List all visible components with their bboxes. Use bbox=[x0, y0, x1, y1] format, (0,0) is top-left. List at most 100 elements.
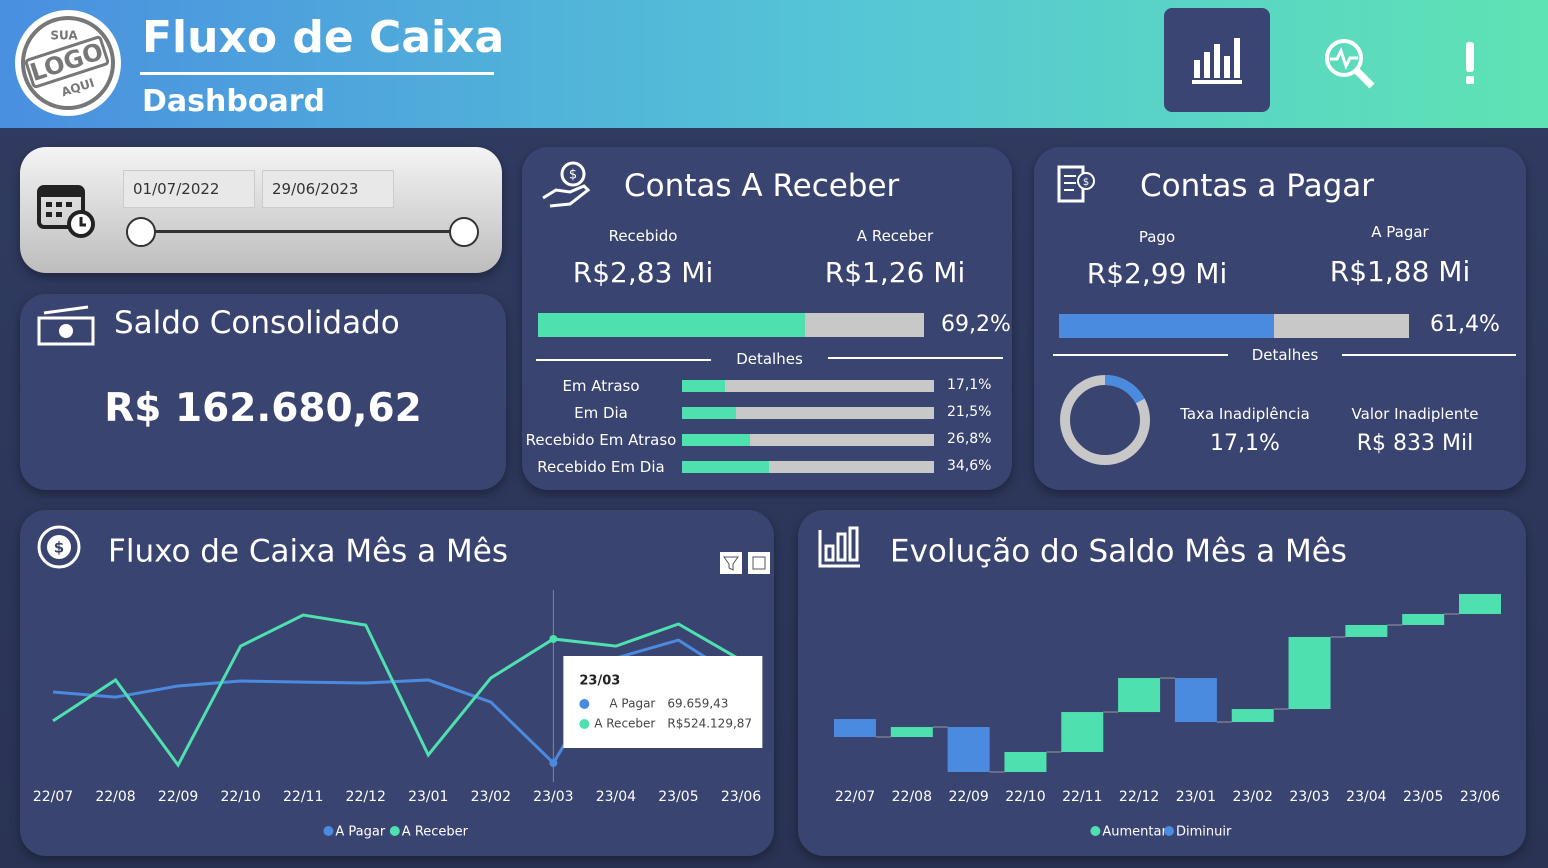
x-tick-label: 23/04 bbox=[1346, 789, 1386, 805]
x-tick-label: 22/11 bbox=[283, 789, 323, 805]
divider bbox=[536, 359, 711, 361]
progress-label: 61,4% bbox=[1430, 312, 1500, 337]
calendar-icon bbox=[37, 185, 95, 238]
kpi-label: A Receber bbox=[856, 227, 934, 245]
progress-track bbox=[1059, 314, 1409, 338]
x-tick-label: 22/10 bbox=[220, 789, 260, 805]
detail-track bbox=[682, 434, 934, 446]
legend-marker bbox=[389, 826, 400, 836]
kpi-label: Recebido bbox=[608, 227, 678, 245]
waterfall-bar bbox=[1231, 709, 1274, 723]
detail-label: Em Dia bbox=[574, 404, 628, 422]
waterfall-bar bbox=[1288, 636, 1331, 710]
x-tick-label: 23/04 bbox=[596, 789, 636, 805]
waterfall-bar bbox=[1061, 712, 1104, 753]
kpi-value: R$2,99 Mi bbox=[1086, 257, 1228, 290]
filter-button[interactable] bbox=[720, 552, 742, 574]
waterfall-bar bbox=[1004, 752, 1047, 772]
detail-track bbox=[682, 380, 934, 392]
detail-value: 34,6% bbox=[947, 458, 992, 474]
logo-text: SUA bbox=[50, 29, 78, 43]
nav-button-info[interactable] bbox=[1460, 40, 1480, 86]
detail-label: Em Atraso bbox=[562, 377, 640, 395]
legend-label: A Pagar bbox=[335, 825, 385, 840]
x-tick-label: 22/11 bbox=[1062, 789, 1102, 805]
bill-icon: $ bbox=[1057, 165, 1095, 203]
waterfall-bar bbox=[834, 719, 876, 738]
svg-text:$: $ bbox=[1083, 177, 1089, 188]
waterfall-bar bbox=[1174, 678, 1217, 723]
legend-marker bbox=[1090, 826, 1101, 836]
x-tick-label: 23/01 bbox=[1176, 789, 1216, 805]
waterfall-bar bbox=[947, 727, 990, 772]
chart-title: Fluxo de Caixa Mês a Mês bbox=[108, 534, 508, 570]
divider bbox=[1053, 354, 1228, 356]
details-title: Detalhes bbox=[736, 350, 803, 368]
x-tick-label: 22/12 bbox=[346, 789, 386, 805]
donut-arc bbox=[1060, 375, 1150, 465]
slider-handle[interactable] bbox=[449, 217, 479, 247]
x-tick-label: 23/05 bbox=[658, 789, 698, 805]
x-tick-label: 23/02 bbox=[471, 789, 511, 805]
tooltip-marker bbox=[579, 719, 590, 729]
hover-point bbox=[549, 758, 558, 767]
slider-track bbox=[141, 230, 464, 233]
x-tick-label: 23/05 bbox=[1403, 789, 1443, 805]
donut bbox=[1060, 375, 1150, 465]
nav-button-dashboard[interactable] bbox=[1164, 8, 1274, 116]
chart-title: Evolução do Saldo Mês a Mês bbox=[890, 534, 1347, 570]
logo: SUA LOGO AQUI bbox=[15, 10, 121, 116]
amount-label: Valor Inadiplente bbox=[1351, 405, 1479, 423]
detail-value: 26,8% bbox=[947, 431, 992, 447]
x-tick-label: 22/07 bbox=[33, 789, 73, 805]
tooltip-value: R$524.129,87 bbox=[667, 717, 752, 731]
kpi-label: Pago bbox=[1138, 228, 1176, 246]
pagar-title: Contas a Pagar bbox=[1140, 168, 1374, 204]
waterfall-bar bbox=[1459, 594, 1501, 614]
x-tick-label: 22/10 bbox=[1005, 789, 1045, 805]
focus-button[interactable] bbox=[748, 552, 770, 574]
x-tick-label: 23/06 bbox=[721, 789, 761, 805]
tooltip-name: A Receber bbox=[594, 717, 655, 731]
detail-bar bbox=[682, 407, 737, 419]
x-tick-label: 23/01 bbox=[408, 789, 448, 805]
x-tick-label: 23/03 bbox=[533, 789, 573, 805]
progress-track bbox=[538, 313, 924, 337]
subtitle: Dashboard bbox=[142, 84, 325, 119]
tooltip-name: A Pagar bbox=[609, 697, 655, 711]
x-tick-label: 22/07 bbox=[835, 789, 875, 805]
detail-track bbox=[682, 407, 934, 419]
waterfall-bar bbox=[890, 727, 933, 738]
series-line bbox=[52, 638, 742, 766]
end-date-input[interactable] bbox=[262, 170, 394, 208]
kpi-value: R$1,88 Mi bbox=[1329, 255, 1471, 288]
x-tick-label: 23/06 bbox=[1460, 789, 1500, 805]
amount-value: R$ 833 Mil bbox=[1356, 431, 1474, 456]
divider bbox=[828, 357, 1003, 359]
tooltip-marker bbox=[579, 699, 590, 709]
receber-title: Contas A Receber bbox=[624, 168, 900, 204]
legend-label: A Receber bbox=[402, 825, 469, 840]
end-date: 29/06/2023 bbox=[272, 180, 359, 198]
x-tick-label: 23/03 bbox=[1289, 789, 1329, 805]
x-tick-label: 23/02 bbox=[1233, 789, 1273, 805]
detail-label: Recebido Em Atraso bbox=[525, 431, 677, 449]
title-underline bbox=[140, 72, 494, 75]
kpi-value: R$2,83 Mi bbox=[572, 256, 714, 289]
saldo-card bbox=[20, 294, 506, 490]
receive-icon: $ bbox=[542, 161, 591, 208]
nav-button-search[interactable] bbox=[1322, 36, 1376, 90]
progress-label: 69,2% bbox=[941, 312, 1011, 337]
detail-bar bbox=[682, 434, 750, 446]
svg-text:$: $ bbox=[54, 539, 64, 557]
waterfall-chart: Evolução do Saldo Mês a Mês 22/07 22/08 22… bbox=[818, 526, 1501, 840]
legend-label: Aumentar bbox=[1102, 825, 1167, 840]
start-date-input[interactable] bbox=[123, 170, 255, 208]
slider-handle[interactable] bbox=[126, 217, 156, 247]
saldo-value: R$ 162.680,62 bbox=[104, 386, 422, 431]
progress-bar bbox=[1059, 314, 1274, 338]
waterfall-bar bbox=[1402, 613, 1445, 625]
detail-value: 17,1% bbox=[947, 377, 992, 393]
tooltip-title: 23/03 bbox=[579, 674, 620, 689]
